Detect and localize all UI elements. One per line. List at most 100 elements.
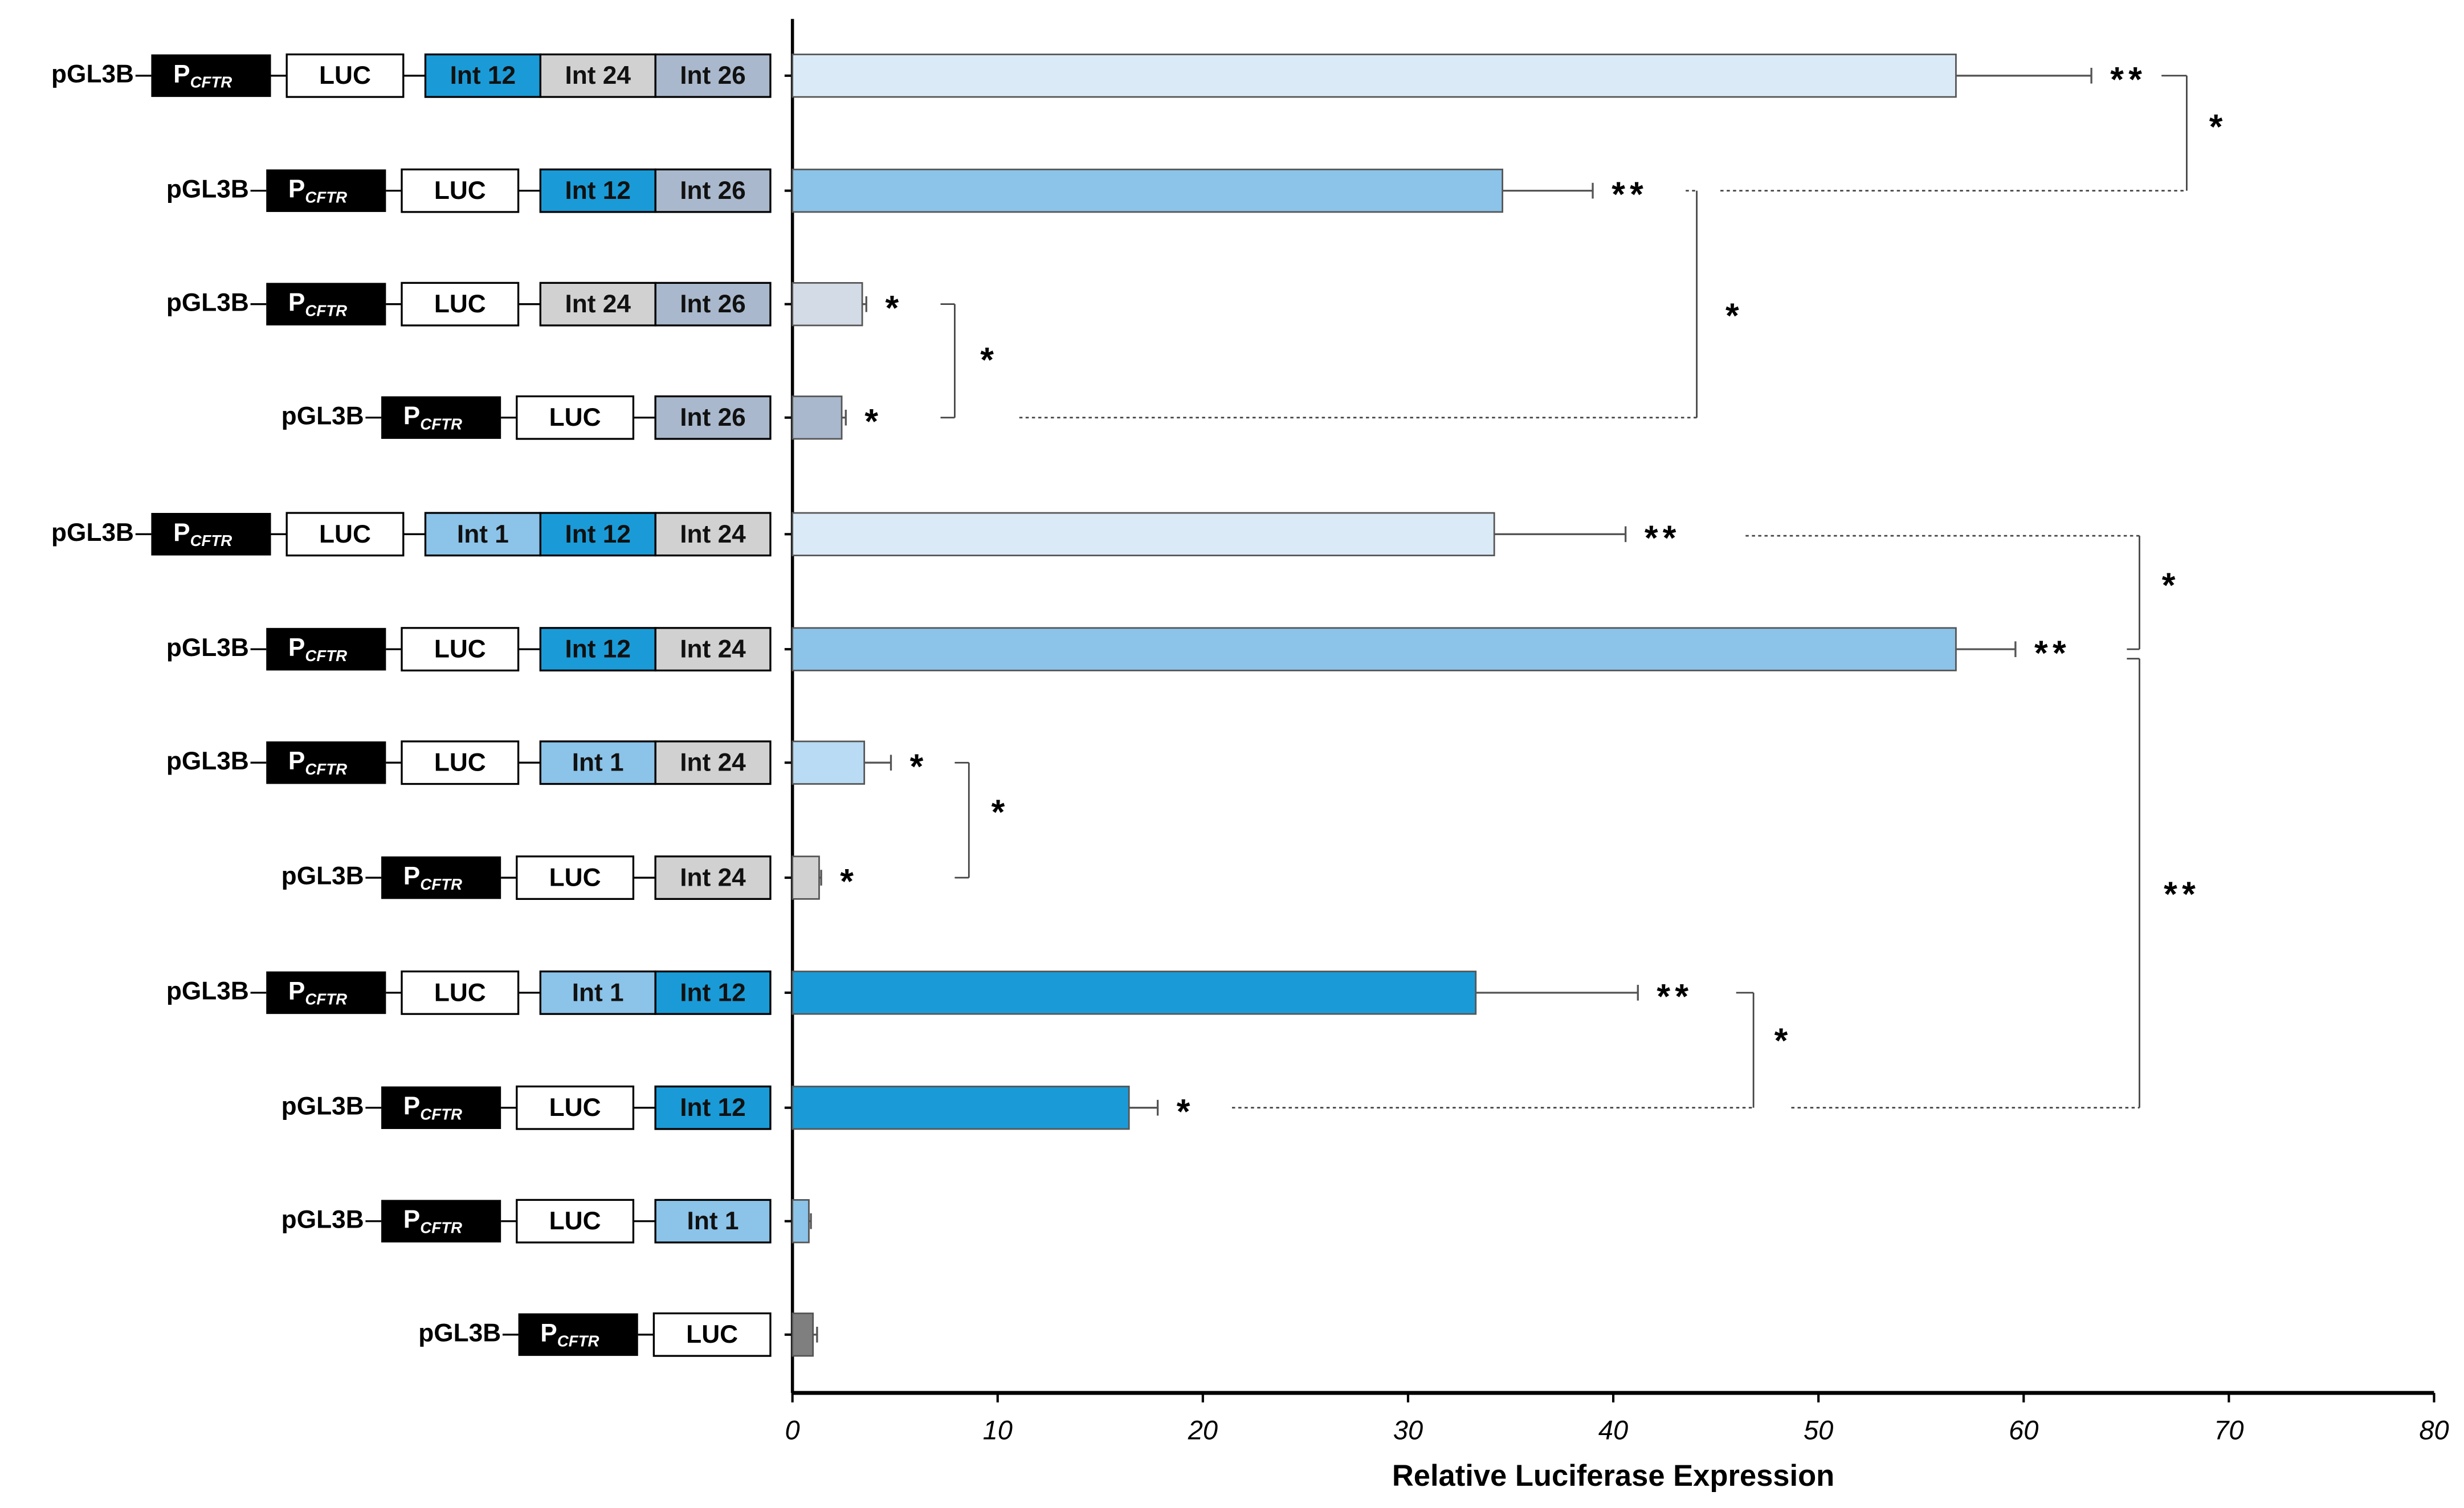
intron-label: Int 26 xyxy=(680,290,746,318)
bar xyxy=(792,1313,814,1357)
intron-label: Int 26 xyxy=(680,177,746,205)
promoter-letter: P xyxy=(288,175,305,203)
promoter-subscript: CFTR xyxy=(305,991,347,1008)
bar xyxy=(792,1085,1130,1130)
x-tick-label: 30 xyxy=(1393,1415,1423,1445)
promoter-letter: P xyxy=(403,402,421,430)
bar xyxy=(792,512,1495,557)
intron-label: Int 26 xyxy=(680,404,746,431)
vector-label: pGL3B xyxy=(166,175,249,203)
bar xyxy=(792,855,820,900)
promoter-label: PCFTR xyxy=(288,977,347,1008)
bar xyxy=(792,627,1957,671)
reporter-box xyxy=(516,855,635,900)
significance-label: ** xyxy=(2110,60,2147,99)
promoter-letter: P xyxy=(288,288,305,316)
promoter-box xyxy=(151,54,271,97)
promoter-box xyxy=(151,513,271,556)
intron-box xyxy=(539,282,656,327)
vector-label: pGL3B xyxy=(51,519,134,547)
promoter-subscript: CFTR xyxy=(190,74,232,91)
promoter-box xyxy=(266,169,386,212)
vector-label: pGL3B xyxy=(166,288,249,316)
reporter-label: LUC xyxy=(549,863,601,891)
x-tick-label: 60 xyxy=(2009,1415,2038,1445)
vector-label: pGL3B xyxy=(282,862,364,890)
reporter-box xyxy=(516,1199,635,1244)
promoter-letter: P xyxy=(288,747,305,775)
comparison-label: * xyxy=(2162,565,2180,604)
promoter-letter: P xyxy=(403,862,421,890)
intron-box xyxy=(654,855,772,900)
reporter-box xyxy=(401,282,520,327)
intron-label: Int 24 xyxy=(680,863,746,891)
promoter-box xyxy=(381,1086,501,1129)
intron-box xyxy=(654,1199,772,1244)
bar xyxy=(792,396,843,440)
intron-label: Int 12 xyxy=(450,62,516,89)
reporter-label: LUC xyxy=(434,177,486,205)
intron-box xyxy=(424,512,541,557)
reporter-label: LUC xyxy=(319,520,371,548)
comparison-label: * xyxy=(992,793,1010,832)
intron-box xyxy=(654,53,772,98)
vector-label: pGL3B xyxy=(51,60,134,88)
bar xyxy=(792,54,1957,98)
promoter-subscript: CFTR xyxy=(420,1106,462,1123)
intron-label: Int 12 xyxy=(680,979,746,1006)
significance-label: ** xyxy=(1657,977,1693,1016)
promoter-letter: P xyxy=(403,1205,421,1233)
bar xyxy=(792,971,1477,1015)
reporter-label: LUC xyxy=(434,290,486,318)
promoter-label: PCFTR xyxy=(288,175,347,206)
promoter-subscript: CFTR xyxy=(420,415,462,433)
x-tick-label: 20 xyxy=(1188,1415,1218,1445)
significance-label: ** xyxy=(1612,175,1648,214)
promoter-letter: P xyxy=(540,1319,557,1347)
significance-label: * xyxy=(1177,1092,1195,1131)
promoter-label: PCFTR xyxy=(403,1092,462,1123)
x-tick-label: 70 xyxy=(2214,1415,2243,1445)
intron-box xyxy=(654,512,772,557)
promoter-label: PCFTR xyxy=(403,862,462,893)
significance-label: * xyxy=(910,747,928,785)
intron-box xyxy=(539,53,656,98)
bar xyxy=(792,282,863,327)
comparison-label: * xyxy=(980,340,998,379)
intron-label: Int 1 xyxy=(687,1207,739,1235)
promoter-box xyxy=(518,1313,638,1356)
promoter-letter: P xyxy=(173,60,190,88)
bar xyxy=(792,740,866,785)
significance-label: * xyxy=(840,862,858,900)
intron-box xyxy=(654,970,772,1015)
promoter-letter: P xyxy=(173,519,190,547)
promoter-letter: P xyxy=(288,634,305,662)
x-tick-label: 80 xyxy=(2419,1415,2449,1445)
intron-label: Int 24 xyxy=(565,62,631,89)
promoter-subscript: CFTR xyxy=(420,875,462,893)
promoter-subscript: CFTR xyxy=(305,189,347,206)
vector-label: pGL3B xyxy=(166,747,249,775)
intron-label: Int 12 xyxy=(565,177,631,205)
reporter-label: LUC xyxy=(434,749,486,777)
reporter-box xyxy=(401,168,520,213)
reporter-label: LUC xyxy=(319,62,371,89)
comparison-label: * xyxy=(1725,296,1744,335)
intron-label: Int 12 xyxy=(565,520,631,548)
promoter-box xyxy=(266,283,386,325)
promoter-subscript: CFTR xyxy=(557,1332,599,1350)
intron-label: Int 24 xyxy=(565,290,631,318)
promoter-label: PCFTR xyxy=(403,402,462,433)
reporter-label: LUC xyxy=(549,1094,601,1122)
promoter-letter: P xyxy=(403,1092,421,1120)
intron-box xyxy=(539,740,656,785)
vector-label: pGL3B xyxy=(418,1319,501,1347)
x-tick-label: 10 xyxy=(983,1415,1013,1445)
vector-label: pGL3B xyxy=(166,634,249,662)
x-axis-label: Relative Luciferase Expression xyxy=(1392,1459,1834,1493)
promoter-label: PCFTR xyxy=(173,519,232,549)
significance-label: * xyxy=(864,402,883,441)
intron-label: Int 24 xyxy=(680,520,746,548)
intron-label: Int 24 xyxy=(680,749,746,777)
promoter-subscript: CFTR xyxy=(305,302,347,320)
